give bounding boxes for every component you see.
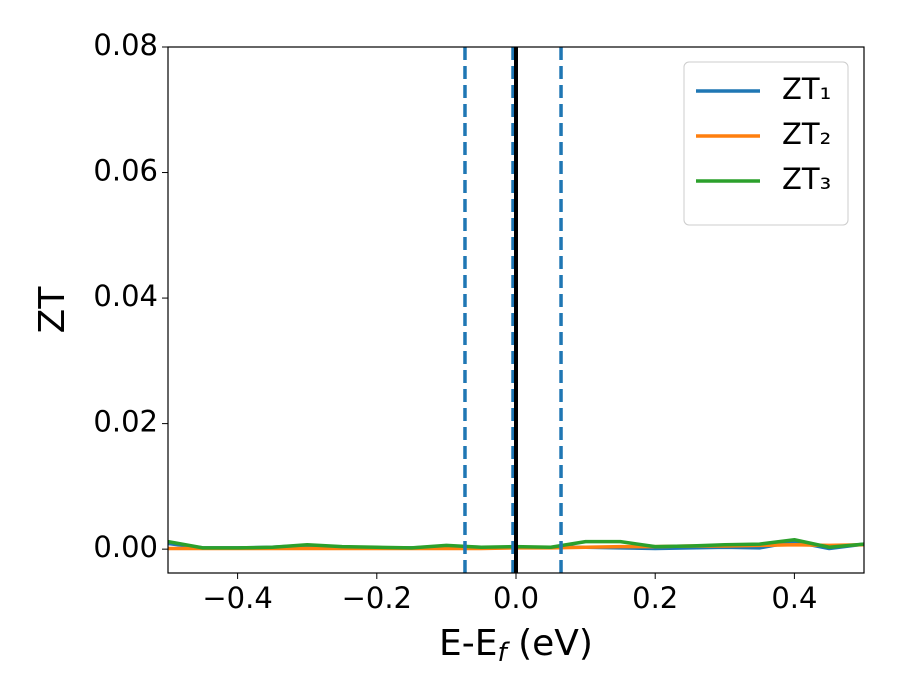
x-tick-label: 0.4 (771, 581, 817, 615)
legend-box (683, 61, 849, 226)
x-tick-label: −0.4 (202, 581, 272, 615)
axes-frame (167, 46, 865, 574)
x-tick-label: 0.0 (493, 581, 539, 615)
y-tick-label: 0.00 (93, 530, 158, 564)
plot-area (168, 47, 864, 573)
y-axis-label: ZT (32, 286, 73, 334)
x-axis-label: E-Ef (eV) (439, 623, 593, 668)
y-tick-label: 0.08 (93, 28, 158, 62)
x-tick-label: −0.2 (342, 581, 412, 615)
x-label-unit: (eV) (507, 623, 593, 664)
x-label-main: E-E (439, 623, 497, 664)
x-tick-label: 0.2 (632, 581, 678, 615)
y-tick-label: 0.04 (93, 279, 158, 313)
legend-label: ZT₁ (782, 72, 831, 106)
y-tick-label: 0.02 (93, 405, 158, 439)
legend-label: ZT₂ (782, 117, 831, 151)
y-tick-label: 0.06 (93, 154, 158, 188)
legend-label: ZT₃ (782, 162, 831, 196)
